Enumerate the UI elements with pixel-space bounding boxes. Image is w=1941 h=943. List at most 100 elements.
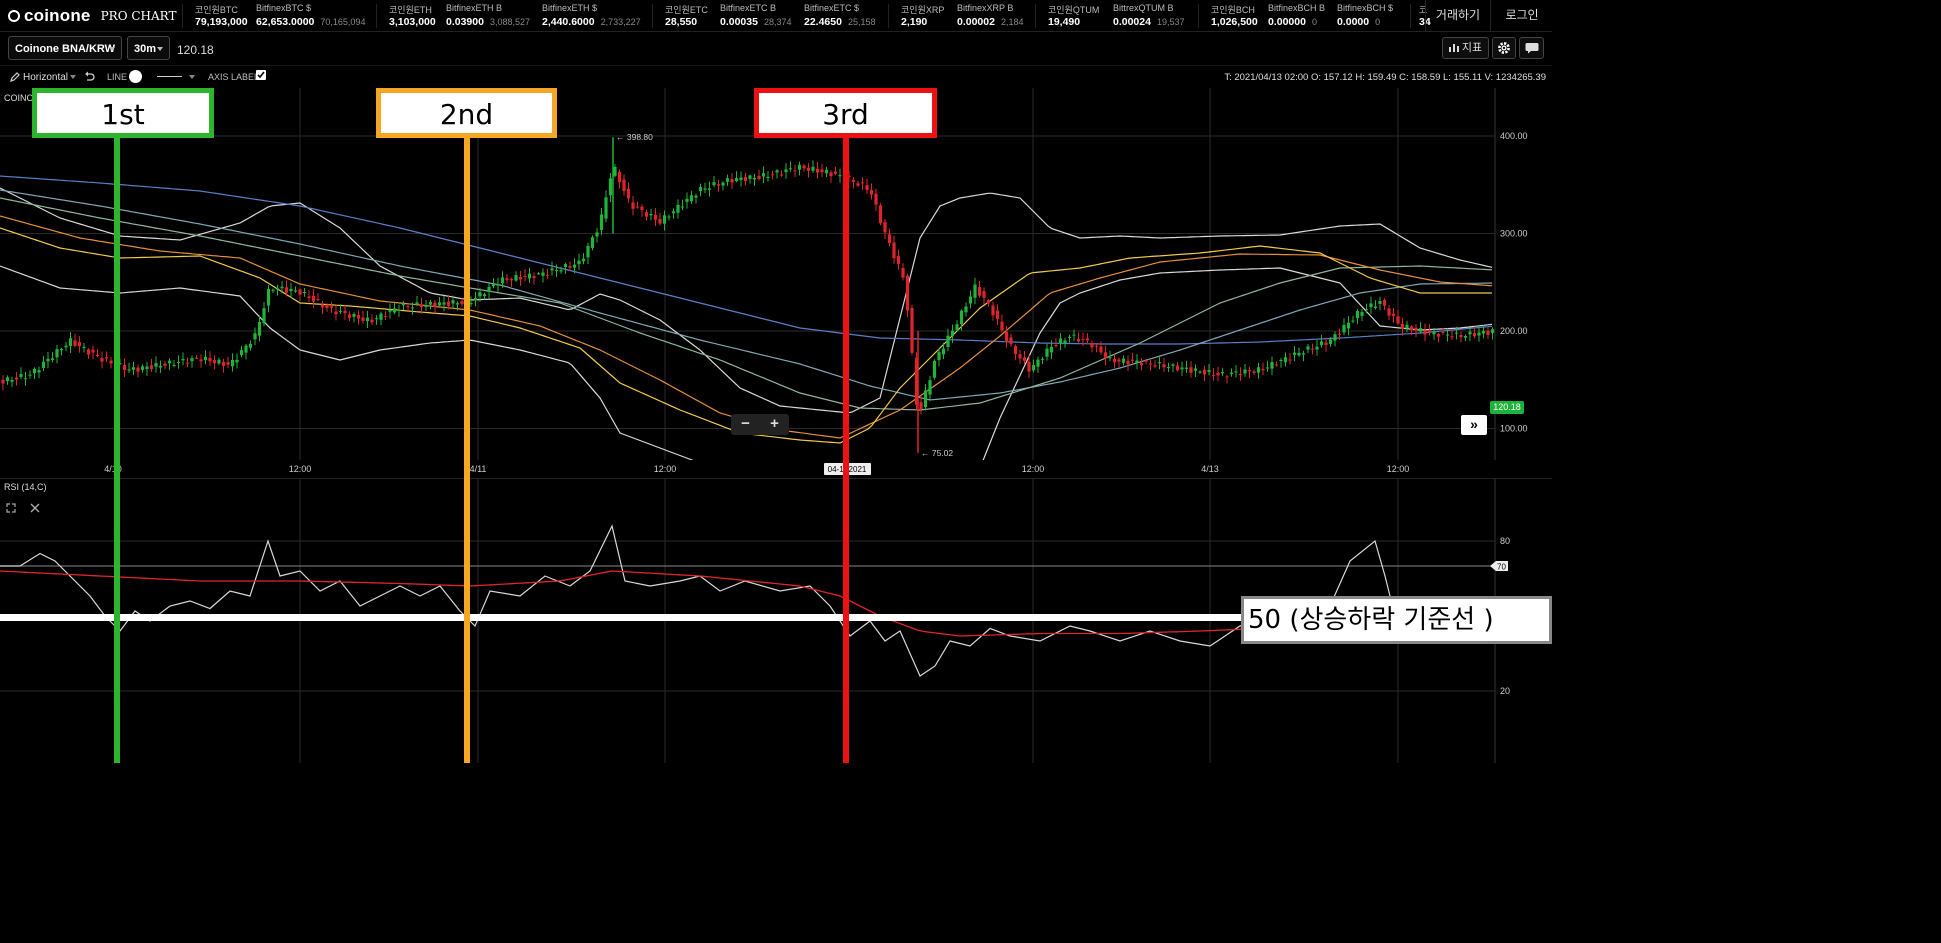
candle-body bbox=[761, 173, 766, 177]
candle-body bbox=[1139, 362, 1144, 366]
candle-body bbox=[653, 214, 658, 220]
pencil-icon[interactable] bbox=[10, 72, 20, 82]
price-pane[interactable]: 400.00 300.00 200.00 100.00 ← 398.80 ← 75.02 … bbox=[0, 88, 1552, 460]
price-axis-tick: 400.00 bbox=[1500, 131, 1528, 141]
candle-body bbox=[1103, 352, 1108, 359]
candle-body bbox=[1234, 371, 1238, 373]
candle-body bbox=[397, 309, 401, 311]
candle-body bbox=[1072, 334, 1076, 336]
candle-body bbox=[883, 221, 887, 233]
time-axis[interactable]: 4/10 12:00 4/11 12:00 04-1 -2021 12:00 4/13 12:… bbox=[0, 460, 1552, 478]
candle-body bbox=[257, 322, 262, 336]
candle-body bbox=[968, 296, 973, 304]
ticker-divider bbox=[652, 4, 653, 28]
candle-body bbox=[820, 169, 824, 172]
coinone-logo[interactable]: coinone PRO CHART bbox=[8, 6, 176, 26]
candle-body bbox=[640, 206, 644, 211]
candle-body bbox=[446, 301, 451, 306]
candle-body bbox=[82, 346, 86, 348]
candle-body bbox=[937, 352, 941, 361]
ticker-value: 0.00000 0 bbox=[1268, 16, 1317, 28]
trade-button[interactable]: 거래하기 bbox=[1425, 0, 1490, 31]
candle-body bbox=[946, 335, 950, 348]
ticker-label: 코인원ETH bbox=[389, 5, 432, 15]
candle-body bbox=[1063, 340, 1067, 344]
candle-body bbox=[5, 377, 10, 382]
candle-body bbox=[244, 345, 248, 353]
zoom-in-button[interactable]: + bbox=[770, 415, 779, 432]
chat-bubble-icon bbox=[1525, 43, 1538, 54]
candle-body bbox=[1031, 365, 1036, 371]
candle-body bbox=[671, 211, 676, 214]
candle-body bbox=[959, 310, 964, 325]
axis-label-checkbox[interactable] bbox=[256, 70, 266, 80]
candle-body bbox=[226, 362, 230, 365]
candle-body bbox=[559, 270, 563, 272]
ticker-divider bbox=[1198, 4, 1199, 28]
candle-body bbox=[955, 324, 959, 331]
candle-body bbox=[334, 311, 338, 315]
candle-body bbox=[298, 289, 302, 295]
marker-line-1st bbox=[114, 138, 120, 763]
ticker-converted-value: 19,537 bbox=[1156, 17, 1185, 27]
line-style-select[interactable] bbox=[157, 76, 182, 77]
candle-body bbox=[1000, 321, 1004, 331]
candle-body bbox=[302, 292, 307, 294]
ticker-value: 0.03900 3,088,527 bbox=[446, 16, 531, 28]
candle-body bbox=[176, 361, 181, 363]
candle-body bbox=[982, 291, 986, 298]
candle-body bbox=[811, 166, 815, 171]
scroll-to-latest-button[interactable]: » bbox=[1461, 415, 1487, 435]
candle-body bbox=[752, 177, 757, 180]
zoom-out-button[interactable]: − bbox=[741, 415, 750, 432]
candle-body bbox=[46, 358, 50, 362]
candle-body bbox=[136, 367, 140, 372]
candle-body bbox=[77, 342, 82, 347]
candle-body bbox=[203, 356, 208, 361]
candle-body bbox=[500, 277, 505, 284]
line-color-swatch[interactable] bbox=[129, 70, 142, 83]
candle-body bbox=[802, 165, 806, 169]
chat-button[interactable] bbox=[1519, 37, 1544, 59]
time-axis-tick: 4/11 bbox=[470, 464, 487, 474]
expand-icon[interactable] bbox=[6, 503, 16, 513]
candle-body bbox=[563, 264, 568, 268]
ticker-value: 22.4650 25,158 bbox=[804, 16, 876, 28]
indicator-button[interactable]: 지표 bbox=[1442, 37, 1489, 59]
candle-body bbox=[833, 171, 838, 174]
draw-tool-select[interactable]: Horizontal bbox=[23, 72, 69, 83]
market-select[interactable]: Coinone BNA/KRW bbox=[8, 36, 122, 60]
candle-body bbox=[1252, 371, 1256, 373]
candle-body bbox=[797, 164, 802, 170]
price-chart[interactable]: 400.00 300.00 200.00 100.00 ← 398.80 ← 75.02 bbox=[0, 88, 1552, 460]
candle-body bbox=[1013, 346, 1018, 355]
candle-body bbox=[878, 205, 883, 224]
login-button[interactable]: 로그인 bbox=[1490, 0, 1552, 31]
candle-body bbox=[779, 174, 784, 176]
candle-body bbox=[410, 307, 415, 309]
rsi-axis-tick: 20 bbox=[1500, 686, 1510, 696]
undo-icon[interactable] bbox=[84, 71, 95, 82]
candle-body bbox=[365, 317, 370, 322]
candle-body bbox=[1441, 331, 1445, 333]
price-axis-tick: 200.00 bbox=[1500, 326, 1528, 336]
candle-body bbox=[1009, 337, 1013, 344]
candle-body bbox=[487, 286, 491, 292]
candle-body bbox=[518, 277, 523, 280]
candle-body bbox=[194, 357, 199, 359]
candle-body bbox=[788, 168, 793, 170]
candle-body bbox=[1108, 357, 1112, 359]
interval-select-value: 30m bbox=[134, 43, 157, 55]
close-icon[interactable] bbox=[30, 503, 40, 513]
interval-select[interactable]: 30m bbox=[127, 36, 170, 60]
candle-body bbox=[1450, 336, 1454, 338]
candle-body bbox=[658, 218, 662, 224]
candle-body bbox=[1171, 364, 1175, 366]
candle-body bbox=[707, 188, 712, 190]
moving-average-line bbox=[0, 227, 1492, 444]
candle-body bbox=[1157, 362, 1162, 364]
settings-button[interactable] bbox=[1492, 37, 1516, 59]
candle-body bbox=[941, 348, 946, 355]
ticker-label: 코인원BCH bbox=[1211, 5, 1255, 15]
candle-body bbox=[1432, 331, 1436, 335]
